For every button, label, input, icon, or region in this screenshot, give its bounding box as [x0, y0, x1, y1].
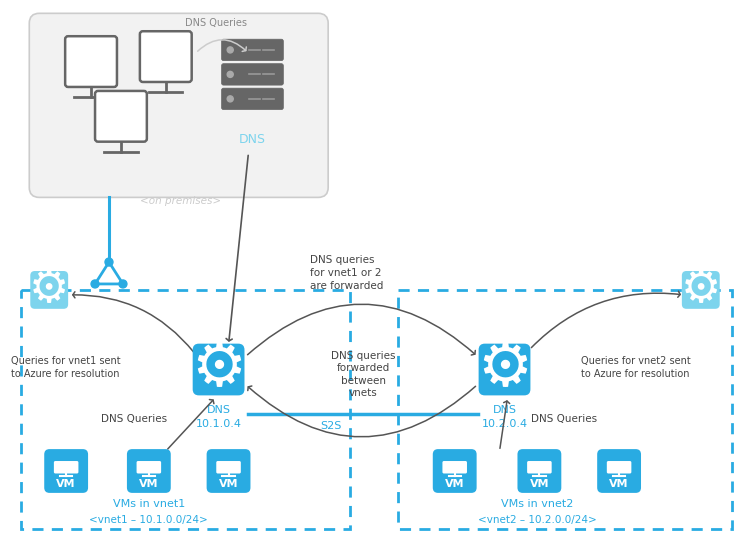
FancyBboxPatch shape	[207, 449, 251, 493]
Text: ⚙: ⚙	[681, 269, 721, 311]
FancyBboxPatch shape	[216, 461, 241, 473]
Text: Queries for vnet1 sent
to Azure for resolution: Queries for vnet1 sent to Azure for reso…	[11, 356, 121, 379]
FancyBboxPatch shape	[682, 271, 720, 309]
Text: <vnet2 – 10.2.0.0/24>: <vnet2 – 10.2.0.0/24>	[478, 515, 597, 525]
FancyBboxPatch shape	[518, 449, 561, 493]
Text: <vnet1 – 10.1.0.0/24>: <vnet1 – 10.1.0.0/24>	[89, 515, 209, 525]
Text: ⚙: ⚙	[29, 269, 69, 311]
Circle shape	[105, 258, 113, 266]
FancyBboxPatch shape	[478, 344, 530, 395]
Text: Queries for vnet2 sent
to Azure for resolution: Queries for vnet2 sent to Azure for reso…	[581, 356, 691, 379]
Circle shape	[119, 280, 127, 288]
FancyBboxPatch shape	[136, 461, 161, 473]
FancyBboxPatch shape	[140, 31, 192, 82]
FancyBboxPatch shape	[221, 88, 284, 110]
Circle shape	[91, 280, 99, 288]
FancyBboxPatch shape	[30, 271, 68, 309]
Text: DNS: DNS	[239, 133, 266, 146]
Circle shape	[227, 47, 233, 53]
Text: VM: VM	[609, 479, 628, 489]
FancyBboxPatch shape	[607, 461, 631, 473]
Text: <on premises>: <on premises>	[140, 196, 221, 207]
FancyBboxPatch shape	[95, 91, 147, 142]
Text: DNS
10.2.0.4: DNS 10.2.0.4	[482, 406, 527, 429]
Text: VMs in vnet2: VMs in vnet2	[501, 499, 574, 509]
Circle shape	[227, 71, 233, 77]
FancyBboxPatch shape	[29, 13, 328, 197]
Circle shape	[227, 96, 233, 102]
FancyBboxPatch shape	[527, 461, 552, 473]
Text: ⚙: ⚙	[477, 340, 532, 399]
Text: DNS Queries: DNS Queries	[184, 18, 247, 28]
Text: VM: VM	[530, 479, 549, 489]
Text: S2S: S2S	[320, 421, 341, 431]
FancyBboxPatch shape	[442, 461, 467, 473]
FancyBboxPatch shape	[433, 449, 476, 493]
Text: VM: VM	[219, 479, 239, 489]
FancyBboxPatch shape	[44, 449, 88, 493]
Text: DNS queries
for vnet1 or 2
are forwarded: DNS queries for vnet1 or 2 are forwarded	[310, 255, 383, 292]
Text: VMs in vnet1: VMs in vnet1	[112, 499, 185, 509]
Bar	[398, 290, 732, 529]
Text: VM: VM	[56, 479, 76, 489]
FancyBboxPatch shape	[597, 449, 641, 493]
FancyBboxPatch shape	[221, 39, 284, 61]
FancyBboxPatch shape	[54, 461, 79, 473]
Bar	[21, 290, 350, 529]
Text: VM: VM	[139, 479, 158, 489]
Text: DNS Queries: DNS Queries	[532, 414, 598, 424]
FancyBboxPatch shape	[221, 64, 284, 85]
FancyBboxPatch shape	[127, 449, 171, 493]
Text: VM: VM	[445, 479, 464, 489]
FancyBboxPatch shape	[193, 344, 244, 395]
Text: DNS queries
forwarded
between
vnets: DNS queries forwarded between vnets	[331, 351, 395, 398]
Text: DNS
10.1.0.4: DNS 10.1.0.4	[196, 406, 242, 429]
Text: DNS Queries: DNS Queries	[101, 414, 167, 424]
Text: ⚙: ⚙	[191, 340, 246, 399]
FancyBboxPatch shape	[65, 36, 117, 87]
